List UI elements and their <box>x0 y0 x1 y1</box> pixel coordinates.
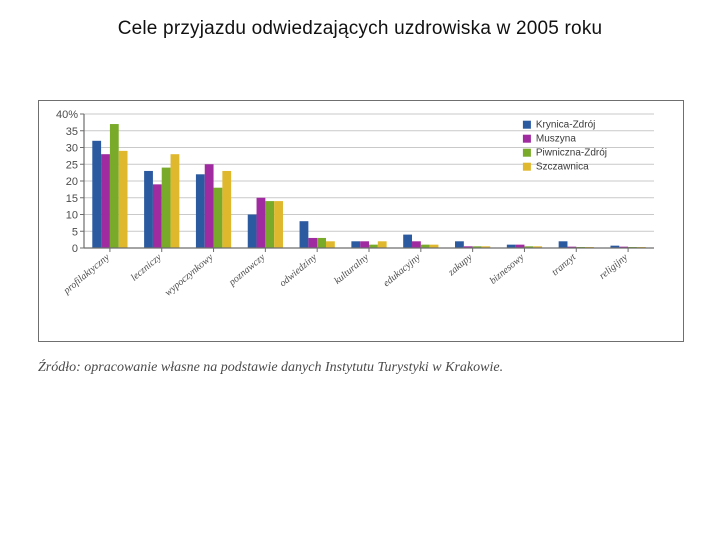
x-tick-label: religijny <box>597 252 630 282</box>
legend-label: Piwniczna-Zdrój <box>536 148 607 159</box>
bar <box>378 241 387 248</box>
x-tick-label: wypoczynkowy <box>163 252 216 299</box>
bar <box>205 164 214 248</box>
x-tick-label: odwiedziny <box>278 252 320 290</box>
bar <box>196 174 205 248</box>
svg-text:35: 35 <box>66 126 78 138</box>
bar <box>351 241 360 248</box>
x-tick-label: kulturalny <box>332 252 371 287</box>
bar <box>222 171 231 248</box>
legend-swatch <box>523 149 531 157</box>
x-tick-label: leczniczy <box>129 252 164 284</box>
svg-text:30: 30 <box>66 143 78 155</box>
bar <box>214 188 223 248</box>
bar <box>153 184 162 248</box>
legend-label: Szczawnica <box>536 162 589 173</box>
svg-text:10: 10 <box>66 210 78 222</box>
bar <box>412 241 421 248</box>
x-tick-label: profilaktyczny <box>61 252 112 298</box>
bar <box>559 241 568 248</box>
bar <box>110 124 119 248</box>
bar <box>274 201 283 248</box>
page: Cele przyjazdu odwiedzających uzdrowiska… <box>0 0 720 540</box>
bar <box>101 154 110 248</box>
svg-text:5: 5 <box>72 226 78 238</box>
bar <box>257 198 266 248</box>
svg-text:15: 15 <box>66 193 78 205</box>
legend-label: Krynica-Zdrój <box>536 120 595 131</box>
bar <box>162 168 171 248</box>
x-tick-label: edukacyjny <box>381 252 423 290</box>
x-tick-label: biznesowy <box>488 252 527 287</box>
bar <box>326 241 335 248</box>
bar <box>317 238 326 248</box>
bar <box>455 241 464 248</box>
bar <box>171 154 180 248</box>
legend-swatch <box>523 163 531 171</box>
svg-text:25: 25 <box>66 159 78 171</box>
svg-text:0: 0 <box>72 243 78 255</box>
svg-text:20: 20 <box>66 176 78 188</box>
x-tick-label: zakupy <box>445 252 475 279</box>
legend-swatch <box>523 135 531 143</box>
source-note: Źródło: opracowanie własne na podstawie … <box>38 360 682 376</box>
legend-swatch <box>523 121 531 129</box>
bar <box>92 141 101 248</box>
bar <box>360 241 369 248</box>
chart-title: Cele przyjazdu odwiedzających uzdrowiska… <box>0 18 720 40</box>
svg-text:40%: 40% <box>56 109 78 121</box>
bar <box>119 151 128 248</box>
bar <box>403 235 412 248</box>
x-tick-label: poznawczy <box>226 252 267 289</box>
x-tick-label: tranzyt <box>550 252 579 278</box>
bar <box>308 238 317 248</box>
bar <box>265 201 274 248</box>
bar-chart: 0 5 10 15 20 25 30 35 40% profilaktyczny leczniczy… <box>46 108 674 332</box>
bar <box>144 171 153 248</box>
bar <box>248 215 257 249</box>
bar <box>300 221 309 248</box>
legend-label: Muszyna <box>536 134 576 145</box>
